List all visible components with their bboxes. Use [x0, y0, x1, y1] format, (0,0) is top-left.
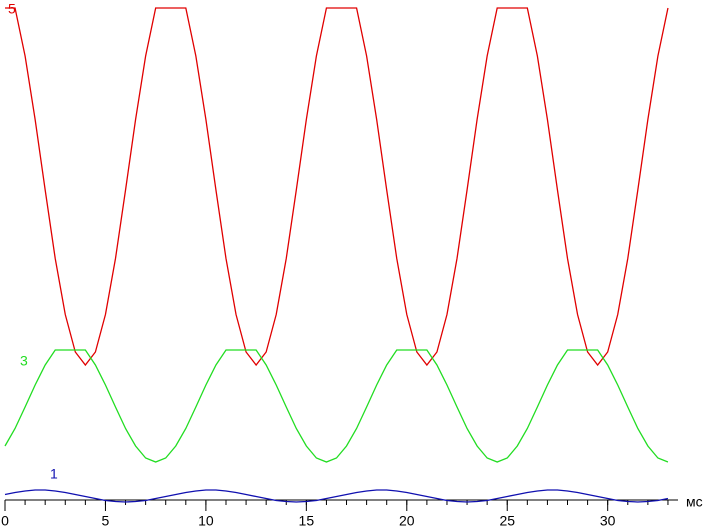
series-line	[5, 7, 669, 367]
series-label: 5	[8, 1, 16, 17]
series-label: 1	[50, 466, 58, 482]
x-axis-label: мс	[686, 494, 703, 510]
x-tick-label: 20	[399, 513, 415, 529]
x-tick-label: 5	[102, 513, 110, 529]
x-tick-label: 0	[1, 513, 9, 529]
x-tick-label: 25	[499, 513, 515, 529]
x-tick-label: 30	[600, 513, 616, 529]
series-line	[4, 349, 669, 463]
x-tick-label: 10	[198, 513, 214, 529]
x-tick-label: 15	[299, 513, 315, 529]
series-label: 3	[20, 353, 28, 369]
series-line	[4, 489, 669, 503]
